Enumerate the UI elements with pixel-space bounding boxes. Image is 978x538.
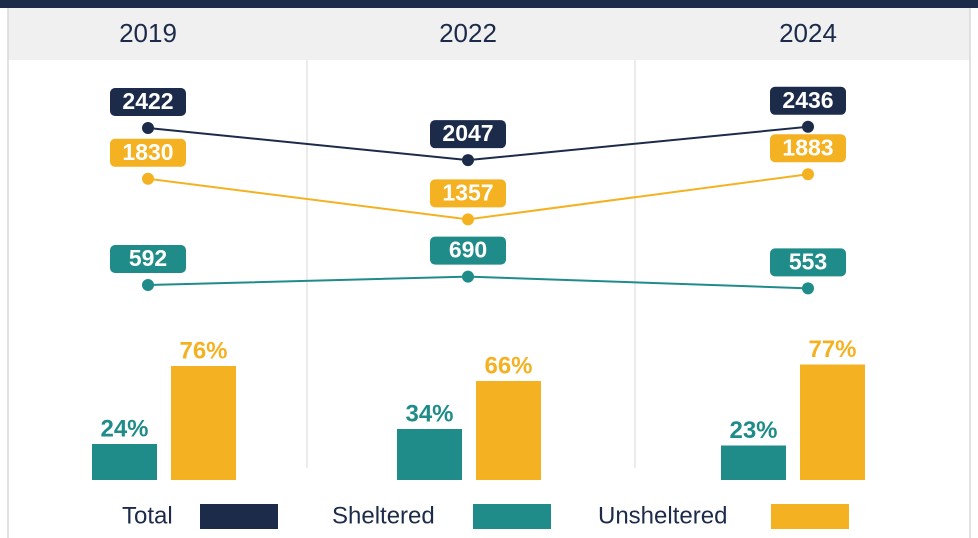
data-label: 1883 xyxy=(782,134,833,160)
bar-label: 23% xyxy=(729,417,777,444)
point xyxy=(802,168,814,181)
top-band xyxy=(0,0,978,8)
point xyxy=(142,172,154,185)
year-label: 2019 xyxy=(119,18,177,48)
legend-swatch xyxy=(200,504,278,529)
bar xyxy=(92,444,157,480)
bar-label: 66% xyxy=(484,352,532,379)
legend-label: Sheltered xyxy=(332,502,435,529)
header-row xyxy=(8,8,970,60)
legend-label: Unsheltered xyxy=(598,502,727,529)
data-label: 2422 xyxy=(122,88,173,114)
point xyxy=(462,270,474,283)
point xyxy=(142,279,154,292)
bar-label: 77% xyxy=(808,336,856,363)
data-label: 553 xyxy=(789,248,827,274)
legend-swatch xyxy=(473,504,551,529)
data-label: 592 xyxy=(129,245,167,271)
bar-label: 76% xyxy=(179,337,227,364)
bar xyxy=(397,429,462,480)
year-label: 2022 xyxy=(439,18,497,48)
data-label: 2047 xyxy=(442,120,493,146)
label-box xyxy=(110,138,186,167)
label-box xyxy=(430,120,506,149)
bar xyxy=(800,364,865,480)
bar xyxy=(171,366,236,480)
point xyxy=(462,154,474,167)
bar xyxy=(721,445,786,480)
point xyxy=(142,121,154,134)
legend-label: Total xyxy=(122,502,173,529)
label-box xyxy=(110,245,186,274)
point xyxy=(802,282,814,295)
label-box xyxy=(770,248,846,277)
label-box xyxy=(770,86,846,115)
label-box xyxy=(110,87,186,116)
series-line xyxy=(147,275,809,290)
bar-label: 34% xyxy=(405,400,453,427)
data-label: 1830 xyxy=(122,139,173,165)
bar-label: 24% xyxy=(100,415,148,442)
label-box xyxy=(770,134,846,163)
bar xyxy=(476,381,541,480)
data-label: 690 xyxy=(449,237,487,263)
year-label: 2024 xyxy=(779,18,837,48)
data-label: 2436 xyxy=(782,87,833,113)
point xyxy=(462,213,474,226)
legend-swatch xyxy=(771,504,849,529)
label-box xyxy=(430,179,506,208)
label-box xyxy=(430,236,506,265)
point xyxy=(802,120,814,133)
data-label: 1357 xyxy=(442,179,493,205)
